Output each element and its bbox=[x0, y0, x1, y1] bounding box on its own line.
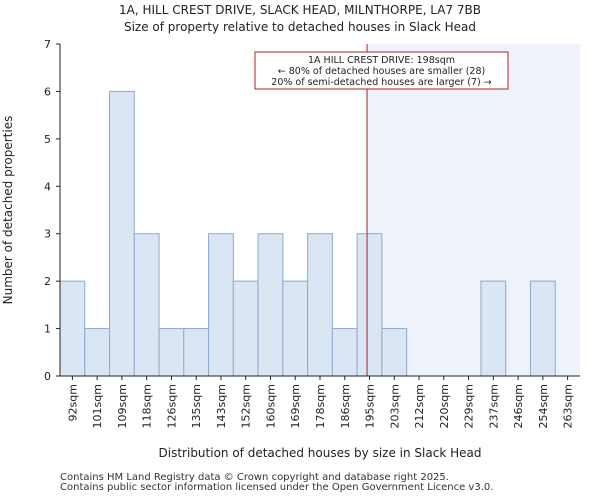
bar-203sqm bbox=[381, 328, 408, 377]
x-tick-label: 169sqm bbox=[289, 384, 302, 428]
x-tick-label: 101sqm bbox=[91, 384, 104, 428]
bar-254sqm bbox=[529, 280, 556, 377]
x-tick-label: 237sqm bbox=[487, 384, 500, 428]
y-tick-label: 0 bbox=[44, 370, 51, 383]
x-tick-label: 263sqm bbox=[562, 384, 575, 428]
bar-237sqm bbox=[480, 280, 507, 377]
bar-178sqm bbox=[307, 233, 333, 377]
x-tick-label: 152sqm bbox=[240, 384, 253, 428]
annotation-box: 1A HILL CREST DRIVE: 198sqm ← 80% of det… bbox=[254, 51, 509, 90]
bar-195sqm bbox=[356, 233, 383, 377]
chart-title: 1A, HILL CREST DRIVE, SLACK HEAD, MILNTH… bbox=[119, 3, 481, 17]
x-axis-label: Distribution of detached houses by size … bbox=[159, 446, 482, 460]
bar-92sqm bbox=[59, 280, 86, 377]
x-tick-label: 220sqm bbox=[438, 384, 451, 428]
credits: Contains HM Land Registry data © Crown c… bbox=[60, 473, 493, 493]
x-tick-label: 92sqm bbox=[66, 384, 79, 421]
y-tick-label: 3 bbox=[44, 228, 51, 241]
x-tick-label: 126sqm bbox=[165, 384, 178, 428]
y-tick-label: 1 bbox=[44, 323, 51, 336]
annotation-line-3: 20% of semi-detached houses are larger (… bbox=[271, 77, 491, 88]
x-tick-label: 195sqm bbox=[364, 384, 377, 428]
bar-126sqm bbox=[158, 328, 185, 377]
x-tick-label: 135sqm bbox=[190, 384, 203, 428]
x-tick-label: 212sqm bbox=[413, 384, 426, 428]
x-tick-label: 254sqm bbox=[537, 384, 550, 428]
x-tick-label: 109sqm bbox=[116, 384, 129, 428]
x-tick-label: 229sqm bbox=[463, 384, 476, 428]
bar-160sqm bbox=[257, 233, 284, 377]
credits-line-2: Contains public sector information licen… bbox=[60, 482, 494, 493]
y-tick-label: 6 bbox=[44, 85, 51, 98]
y-tick-label: 7 bbox=[44, 38, 51, 51]
chart-subtitle: Size of property relative to detached ho… bbox=[123, 20, 477, 34]
y-tick-label: 4 bbox=[44, 180, 51, 193]
bar-186sqm bbox=[331, 328, 358, 377]
x-tick-label: 118sqm bbox=[141, 384, 154, 428]
x-tick-label: 160sqm bbox=[264, 384, 277, 428]
bar-135sqm bbox=[183, 328, 210, 377]
y-axis-label: Number of detached properties bbox=[1, 116, 15, 305]
bar-118sqm bbox=[133, 233, 160, 377]
x-tick-label: 178sqm bbox=[314, 384, 327, 428]
x-tick-label: 186sqm bbox=[339, 384, 352, 428]
bar-109sqm bbox=[109, 90, 135, 377]
annotation-line-2: ← 80% of detached houses are smaller (28… bbox=[278, 66, 485, 77]
bar-169sqm bbox=[282, 280, 309, 377]
x-tick-label: 246sqm bbox=[512, 384, 525, 428]
bar-101sqm bbox=[84, 328, 111, 377]
y-tick-label: 5 bbox=[44, 133, 51, 146]
x-tick-label: 203sqm bbox=[388, 384, 401, 428]
annotation-line-1: 1A HILL CREST DRIVE: 198sqm bbox=[308, 55, 455, 66]
x-tick-label: 143sqm bbox=[215, 384, 228, 428]
y-tick-label: 2 bbox=[44, 275, 51, 288]
credits-line-1: Contains HM Land Registry data © Crown c… bbox=[60, 472, 449, 483]
bar-152sqm bbox=[232, 280, 259, 377]
bar-143sqm bbox=[208, 233, 234, 377]
